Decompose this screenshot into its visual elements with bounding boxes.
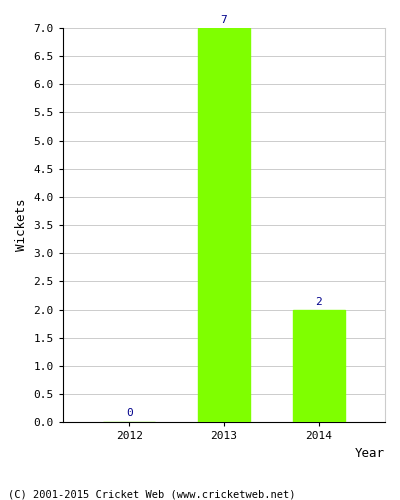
X-axis label: Year: Year — [355, 447, 385, 460]
Text: (C) 2001-2015 Cricket Web (www.cricketweb.net): (C) 2001-2015 Cricket Web (www.cricketwe… — [8, 490, 296, 500]
Bar — [293, 310, 345, 422]
Text: 0: 0 — [126, 408, 132, 418]
Text: 7: 7 — [220, 15, 227, 25]
Text: 2: 2 — [315, 297, 322, 307]
Y-axis label: Wickets: Wickets — [15, 199, 28, 252]
Bar — [198, 28, 250, 422]
